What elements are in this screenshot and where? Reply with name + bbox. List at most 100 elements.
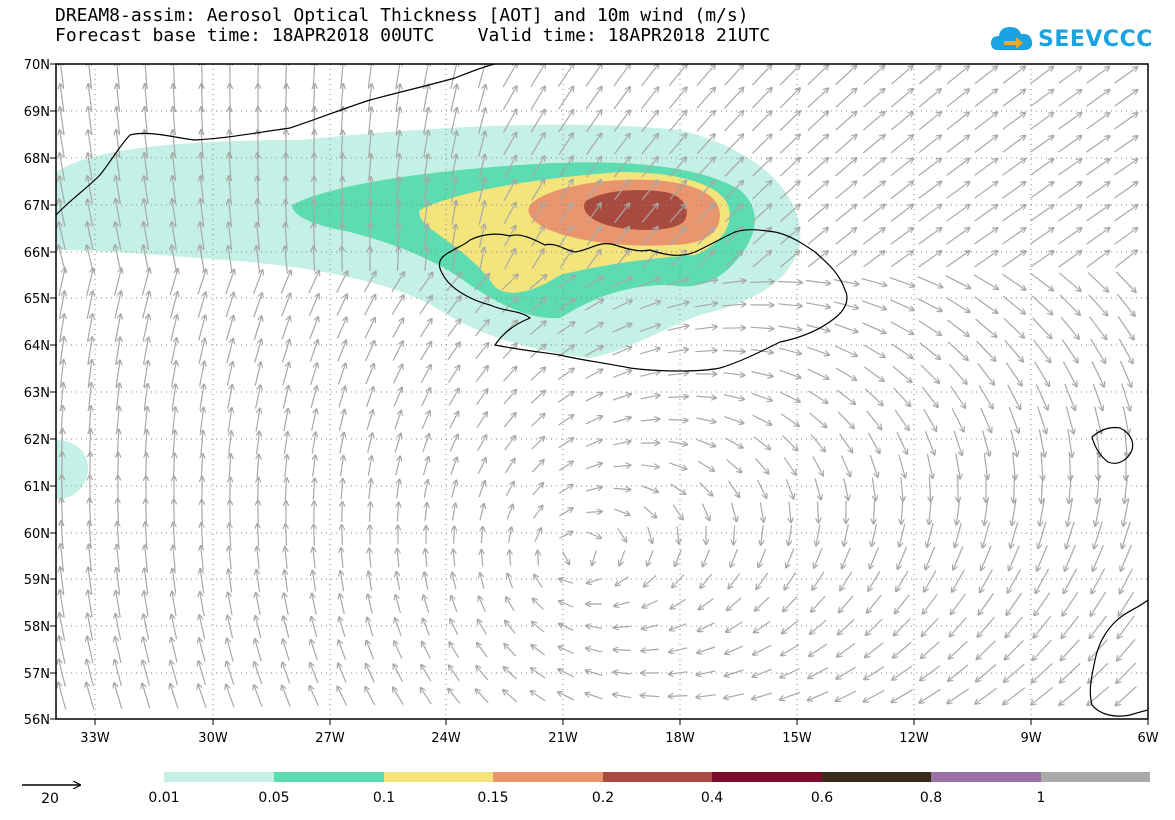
wind-arrow [1090, 591, 1107, 616]
wind-arrow [669, 181, 686, 200]
lat-label-61n: 61N [24, 480, 50, 495]
wind-arrow [86, 314, 93, 342]
wind-arrow [145, 407, 148, 434]
wind-arrow [1034, 361, 1049, 386]
wind-arrow [840, 571, 853, 591]
wind-arrow [228, 593, 233, 616]
wind-arrow [449, 665, 460, 681]
wind-arrow [87, 637, 94, 664]
wind-arrow [613, 672, 631, 674]
wind-arrow [918, 320, 941, 335]
wind-arrow [779, 158, 800, 177]
wind-arrow [556, 276, 575, 289]
wind-arrow [1086, 182, 1110, 199]
wind-arrow [586, 693, 603, 700]
wind-arrow [893, 641, 912, 657]
wind-arrow [647, 550, 654, 565]
wind-arrow [558, 180, 572, 201]
wind-arrow [863, 112, 884, 131]
wind-arrow [396, 595, 402, 614]
wind-arrow [558, 133, 573, 156]
wind-arrow [451, 596, 458, 613]
wind-arrow [531, 691, 546, 702]
wind-arrow [503, 203, 515, 224]
wind-arrow [1007, 384, 1021, 409]
wind-arrow [870, 547, 879, 569]
wind-arrow [835, 205, 857, 222]
wind-arrow [342, 502, 343, 523]
wind-arrow [198, 684, 207, 708]
wind-arrow [667, 326, 689, 331]
wind-arrow [614, 204, 630, 223]
wind-arrow [890, 158, 913, 177]
wind-arrow [728, 573, 741, 589]
lat-label-69n: 69N [24, 105, 50, 120]
wind-arrow [613, 64, 630, 87]
wind-arrow [751, 392, 772, 400]
wind-arrow [338, 410, 344, 431]
wind-arrow [392, 318, 404, 338]
wind-arrow [310, 363, 318, 385]
wind-arrow [558, 438, 573, 449]
wind-arrow [946, 182, 970, 199]
wind-arrow [424, 572, 429, 590]
wind-arrow [201, 546, 203, 571]
wind-arrow [312, 571, 317, 592]
wind-arrow [755, 596, 770, 611]
wind-arrow [481, 550, 482, 567]
wind-arrow [899, 523, 906, 547]
wind-arrow [724, 693, 745, 698]
wind-arrow [894, 618, 911, 636]
wind-arrow [255, 639, 262, 662]
wind-arrow [641, 87, 659, 110]
wind-arrow [1086, 113, 1110, 130]
wind-arrow [451, 201, 456, 226]
wind-arrow [284, 570, 289, 592]
wind-arrow [723, 373, 745, 376]
wind-arrow [1092, 383, 1102, 410]
wind-arrow [1120, 568, 1134, 594]
wind-arrow [835, 89, 857, 108]
wind-arrow [1031, 295, 1053, 315]
wind-arrow [171, 384, 176, 410]
wind-arrow [778, 304, 802, 306]
wind-arrow [918, 135, 941, 154]
wind-arrow [450, 619, 459, 636]
wind-arrow [669, 696, 688, 697]
wind-arrow [450, 85, 457, 112]
wind-arrow [614, 180, 630, 201]
wind-arrow [694, 303, 717, 308]
wind-arrow [697, 227, 715, 246]
wind-arrow [752, 692, 773, 699]
wind-arrow [254, 362, 261, 386]
wind-arrow [144, 591, 149, 617]
wind-arrow [474, 297, 489, 314]
wind-arrow [731, 548, 739, 567]
wind-arrow [283, 432, 287, 455]
lon-label-27w: 27W [315, 731, 345, 746]
wind-arrow [976, 664, 997, 682]
wind-arrow [1090, 338, 1106, 363]
wind-arrow [924, 431, 934, 454]
wind-arrow [863, 66, 885, 85]
wind-arrow [311, 409, 317, 431]
wind-arrow [228, 246, 233, 273]
wind-arrow [367, 456, 372, 476]
wind-arrow [640, 419, 660, 421]
wind-arrow [920, 364, 939, 383]
wind-arrow [503, 367, 517, 382]
wind-arrow [341, 154, 342, 181]
wind-arrow [395, 154, 400, 180]
wind-arrow [559, 579, 574, 584]
wind-arrow [697, 460, 714, 471]
wind-arrow [751, 370, 772, 377]
wind-arrow [925, 546, 936, 570]
wind-arrow [1122, 406, 1129, 433]
wind-arrow [726, 621, 743, 632]
wind-arrow [254, 339, 262, 363]
wind-arrow [423, 108, 429, 135]
wind-arrow [1030, 273, 1053, 291]
wind-arrow [1005, 616, 1024, 638]
wind-arrow [946, 66, 969, 85]
wind-arrow [227, 639, 234, 662]
